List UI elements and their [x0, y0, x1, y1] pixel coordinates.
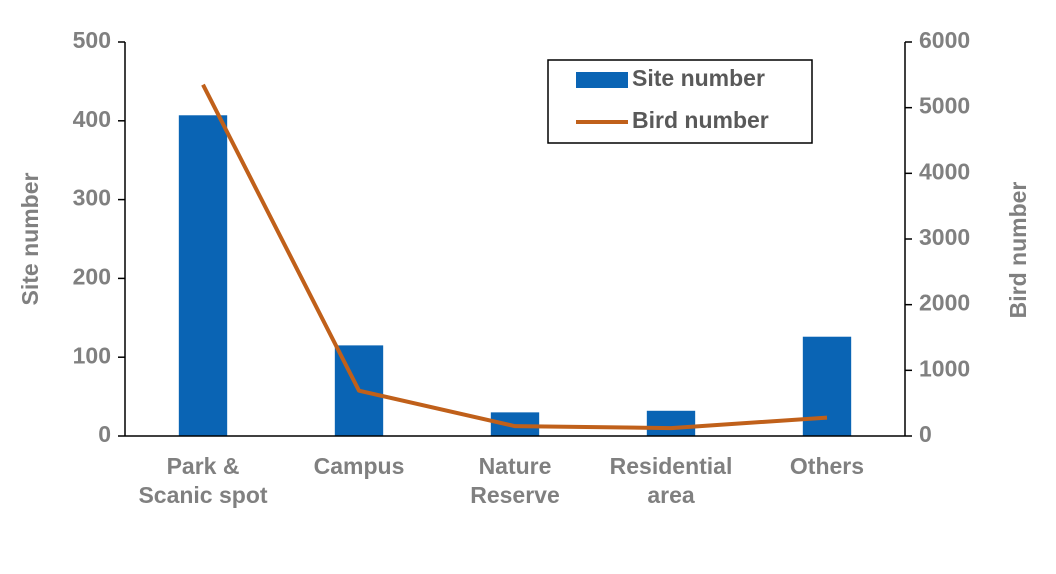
y2-axis-label: Bird number — [1005, 182, 1031, 319]
y-tick-label: 400 — [73, 106, 111, 132]
legend-label: Site number — [632, 65, 765, 91]
y-axis-label: Site number — [17, 172, 43, 305]
y-tick-label: 100 — [73, 342, 111, 368]
y2-tick-label: 0 — [919, 421, 932, 447]
y2-tick-label: 2000 — [919, 290, 970, 316]
line — [201, 83, 828, 431]
y2-tick-label: 4000 — [919, 158, 970, 184]
x-tick-label: Residential area — [609, 453, 733, 508]
y2-tick-label: 1000 — [919, 355, 970, 381]
y-tick-label: 200 — [73, 263, 111, 289]
y-tick-label: 0 — [98, 421, 111, 447]
bar — [802, 336, 852, 436]
y2-tick-label: 6000 — [919, 27, 970, 53]
legend-swatch — [576, 72, 628, 88]
legend-label: Bird number — [632, 107, 769, 133]
bar — [178, 115, 228, 436]
x-tick-label: Nature Reserve — [470, 453, 560, 508]
y-tick-label: 300 — [73, 185, 111, 211]
x-tick-label: Others — [789, 453, 865, 479]
x-tick-label: Park & Scanic spot — [138, 453, 268, 508]
y2-tick-label: 5000 — [919, 93, 970, 119]
x-tick-label: Campus — [313, 453, 405, 479]
y2-tick-label: 3000 — [919, 224, 970, 250]
y-tick-label: 500 — [73, 27, 111, 53]
bar — [646, 410, 696, 436]
